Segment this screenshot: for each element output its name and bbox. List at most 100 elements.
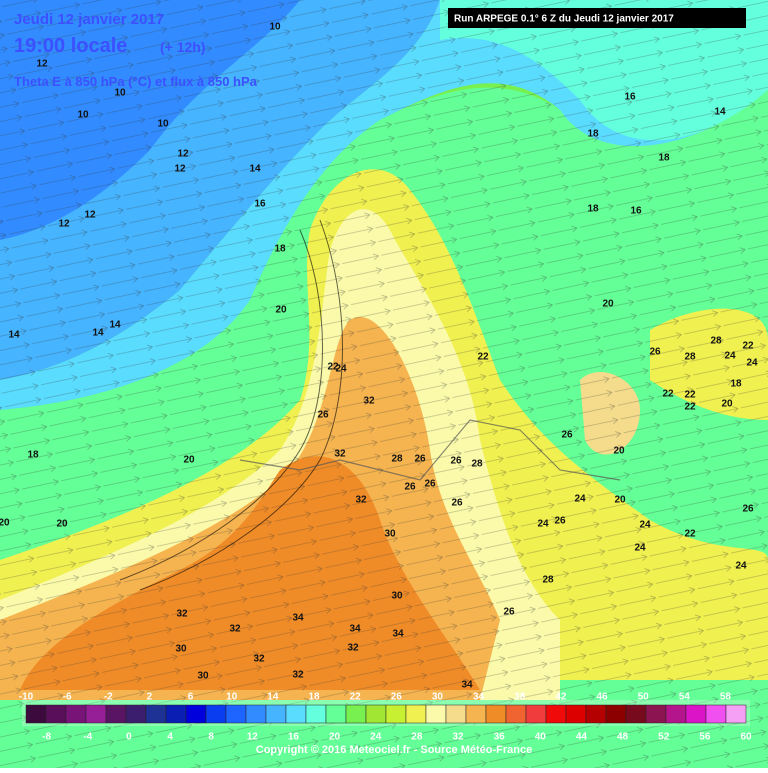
copyright: Copyright © 2016 Meteociel.fr - Source M…	[256, 744, 532, 756]
contour-label: 26	[424, 479, 436, 490]
contour-label: 32	[229, 624, 241, 635]
scale-label: 46	[596, 692, 608, 703]
scale-swatch	[645, 704, 667, 724]
contour-label: 20	[721, 399, 733, 410]
scale-label: 12	[247, 732, 259, 743]
contour-label: 34	[392, 629, 404, 640]
scale-label: 34	[473, 692, 485, 703]
scale-label: 58	[720, 692, 732, 703]
contour-label: 30	[384, 529, 396, 540]
scale-label: 40	[535, 732, 547, 743]
run-label: Run ARPEGE 0.1° 6 Z du Jeudi 12 janvier …	[454, 14, 674, 25]
scale-label: 32	[452, 732, 464, 743]
contour-label: 10	[114, 88, 126, 99]
contour-label: 16	[624, 92, 636, 103]
scale-swatch	[285, 704, 307, 724]
contour-label: 18	[587, 204, 599, 215]
scale-swatch	[385, 704, 407, 724]
scale-swatch	[665, 704, 687, 724]
scale-label: 42	[555, 692, 567, 703]
scale-swatch	[405, 704, 427, 724]
contour-label: 28	[710, 336, 722, 347]
scale-label: 14	[267, 692, 279, 703]
contour-label: 18	[274, 244, 286, 255]
scale-label: 36	[494, 732, 506, 743]
contour-label: 26	[554, 516, 566, 527]
contour-label: 34	[349, 624, 361, 635]
scale-swatch	[305, 704, 327, 724]
scale-label: 0	[126, 732, 132, 743]
time: 19:00 locale	[14, 35, 127, 57]
contour-label: 14	[8, 330, 20, 341]
scale-label: 20	[329, 732, 341, 743]
scale-swatch	[185, 704, 207, 724]
scale-swatch	[45, 704, 67, 724]
contour-label: 26	[450, 456, 462, 467]
contour	[119, 229, 323, 581]
scale-swatch	[125, 704, 147, 724]
contour-label: 32	[292, 670, 304, 681]
contour-label: 20	[602, 299, 614, 310]
scale-label: 44	[576, 732, 588, 743]
run-box	[448, 8, 746, 28]
scale-swatch	[145, 704, 167, 724]
scale-swatch	[165, 704, 187, 724]
contour-label: 20	[613, 446, 625, 457]
contour-label: 28	[391, 454, 403, 465]
contour-label: 14	[109, 320, 121, 331]
contour-label: 32	[347, 643, 359, 654]
scale-swatch	[725, 704, 747, 724]
contour-label: 14	[714, 107, 726, 118]
contour-label: 30	[391, 591, 403, 602]
contour-label: 28	[684, 352, 696, 363]
contour-label: 12	[84, 210, 96, 221]
contour-labels: 10 12 10 10 10 12 12 14 16 12 12 18 14 14 14 20 16 14 18 18…	[0, 22, 758, 691]
contour-label: 24	[537, 519, 549, 530]
contour-label: 22	[684, 390, 696, 401]
contour-label: 26	[404, 482, 416, 493]
contour-label: 18	[27, 450, 39, 461]
field: Theta E à 850 hPa (°C) et flux à 850 hPa	[14, 74, 258, 89]
scale-swatch	[325, 704, 347, 724]
scale-swatch	[445, 704, 467, 724]
contour-label: 32	[253, 654, 265, 665]
scale-label: 22	[350, 692, 362, 703]
border	[239, 419, 621, 481]
scale-swatch	[605, 704, 627, 724]
contour-label: 32	[334, 449, 346, 460]
contour-label: 26	[649, 347, 661, 358]
scale-swatch	[265, 704, 287, 724]
contour-label: 14	[92, 328, 104, 339]
scale-label: 8	[208, 732, 214, 743]
contour-label: 16	[630, 206, 642, 217]
scale-label: 50	[638, 692, 650, 703]
contour-label: 24	[724, 351, 736, 362]
scale-swatch	[65, 704, 87, 724]
contour-label: 32	[363, 396, 375, 407]
contour-label: 28	[471, 459, 483, 470]
contour-label: 26	[317, 410, 329, 421]
scale-label: 26	[391, 692, 403, 703]
contour-label: 24	[746, 358, 758, 369]
contour-label: 12	[174, 164, 186, 175]
scale-label: 10	[226, 692, 238, 703]
contour-label: 10	[77, 110, 89, 121]
scale-swatch	[545, 704, 567, 724]
scale-swatch	[465, 704, 487, 724]
scale-swatch	[625, 704, 647, 724]
contour-label: 10	[157, 119, 169, 130]
scale-label: 16	[288, 732, 300, 743]
scale-label: 18	[308, 692, 320, 703]
contour	[139, 219, 343, 591]
scale-swatch	[85, 704, 107, 724]
contour-label: 26	[742, 504, 754, 515]
scale-label: 48	[617, 732, 629, 743]
scale-swatch	[345, 704, 367, 724]
contour-label: 16	[254, 199, 266, 210]
scale-label: 30	[432, 692, 444, 703]
scale-label: 38	[514, 692, 526, 703]
scale-label: 54	[679, 692, 691, 703]
scale-swatch	[565, 704, 587, 724]
